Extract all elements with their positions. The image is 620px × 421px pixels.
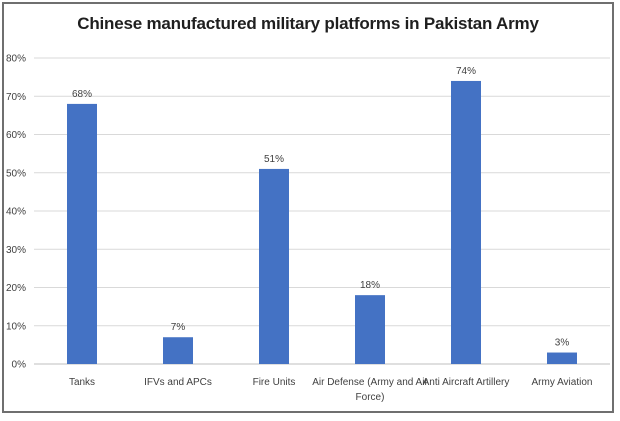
- gridlines: [34, 57, 610, 365]
- bars: [67, 80, 577, 365]
- bar: [163, 337, 193, 364]
- y-tick-label: 20%: [6, 283, 26, 294]
- x-axis-ticks: Tanks IFVs and APCs Fire Units Air Defense …: [69, 377, 593, 403]
- x-tick-label: Air Defense (Army and Air: [312, 377, 428, 388]
- y-tick-label: 60%: [6, 130, 26, 141]
- x-tick-label: IFVs and APCs: [144, 377, 212, 388]
- data-label: 18%: [360, 280, 380, 291]
- data-label: 68%: [72, 89, 92, 100]
- y-axis-ticks: 0% 10% 20% 30% 40% 50% 60% 70% 80%: [6, 54, 26, 371]
- data-label: 7%: [171, 322, 186, 333]
- y-tick-label: 0%: [12, 360, 27, 371]
- data-label: 74%: [456, 66, 476, 77]
- data-labels: 68% 7% 51% 18% 74% 3%: [72, 66, 569, 349]
- data-label: 51%: [264, 154, 284, 165]
- y-tick-label: 10%: [6, 321, 26, 332]
- data-label: 3%: [555, 338, 570, 349]
- x-tick-label: Fire Units: [253, 377, 296, 388]
- y-tick-label: 50%: [6, 168, 26, 179]
- x-tick-label: Force): [356, 392, 385, 403]
- chart-frame: [2, 2, 614, 413]
- x-tick-label: Tanks: [69, 377, 95, 388]
- bar: [259, 168, 289, 364]
- y-tick-label: 80%: [6, 54, 26, 65]
- bar: [547, 352, 577, 364]
- bar: [451, 80, 481, 364]
- x-tick-label: Anti Aircraft Artillery: [423, 377, 510, 388]
- x-tick-label: Army Aviation: [532, 377, 593, 388]
- y-tick-label: 30%: [6, 245, 26, 256]
- chart-title: Chinese manufactured military platforms …: [77, 14, 539, 33]
- bar: [355, 295, 385, 364]
- y-tick-label: 40%: [6, 207, 26, 218]
- y-tick-label: 70%: [6, 92, 26, 103]
- bar: [67, 103, 97, 365]
